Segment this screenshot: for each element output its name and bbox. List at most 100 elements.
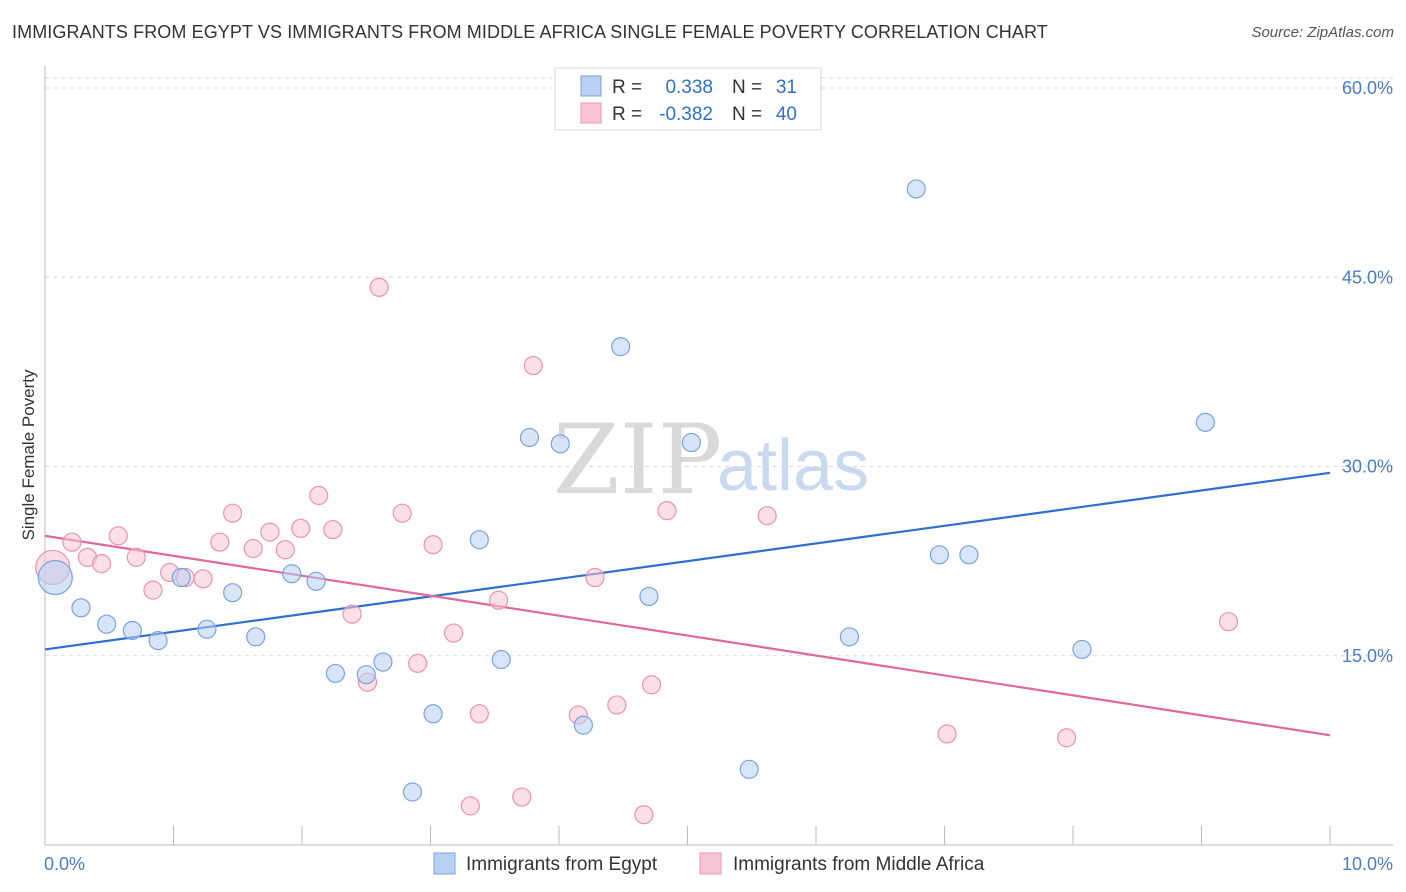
point-egypt-27	[929, 545, 949, 565]
watermark-zip: ZIP	[553, 404, 722, 516]
legend-r-value-egypt: 0.338	[665, 77, 713, 98]
legend-r-label-middle-africa: R =	[612, 104, 642, 125]
point-middle-africa-1	[62, 532, 82, 552]
axes	[44, 66, 1393, 846]
point-egypt-3	[122, 620, 142, 641]
point-middle-africa-3	[91, 554, 112, 574]
point-egypt-6	[197, 619, 217, 639]
gridlines	[45, 77, 1393, 657]
point-egypt-14	[423, 704, 443, 724]
point-egypt-24	[739, 759, 759, 779]
point-middle-africa-13	[260, 522, 280, 542]
legend-swatch-egypt	[580, 75, 602, 97]
point-middle-africa-9	[193, 569, 213, 589]
x-tick-label-1: 10.0%	[1342, 854, 1393, 874]
y-tick-label-1: 30.0%	[1342, 457, 1393, 477]
point-middle-africa-24	[444, 623, 464, 643]
point-egypt-2	[97, 614, 117, 634]
point-middle-africa-25	[469, 704, 489, 724]
y-tick-label-2: 45.0%	[1342, 267, 1393, 287]
point-middle-africa-14	[275, 540, 295, 560]
series-legend-label-middle-africa: Immigrants from Middle Africa	[733, 854, 985, 875]
x-tick-label-0: 0.0%	[44, 854, 85, 874]
legend-swatch-middle-africa	[580, 102, 602, 124]
point-middle-africa-16	[309, 485, 329, 506]
point-middle-africa-37	[937, 724, 957, 744]
point-middle-africa-29	[460, 796, 480, 816]
point-middle-africa-11	[223, 503, 243, 523]
point-egypt-5	[171, 567, 191, 588]
point-middle-africa-22	[408, 653, 428, 673]
point-egypt-18	[519, 427, 540, 448]
point-middle-africa-10	[210, 532, 230, 552]
watermark-atlas: atlas	[717, 426, 869, 506]
point-egypt-12	[356, 665, 376, 685]
legend-n-value-egypt: 31	[776, 77, 797, 98]
point-middle-africa-4	[108, 526, 128, 546]
y-tick-label-0: 15.0%	[1342, 646, 1393, 666]
point-egypt-23	[681, 432, 701, 453]
point-middle-africa-34	[641, 675, 662, 695]
point-middle-africa-27	[512, 787, 532, 807]
point-egypt-13	[373, 652, 393, 672]
series-legend-swatch-egypt	[433, 852, 456, 875]
point-egypt-10	[306, 571, 326, 591]
point-middle-africa-31	[585, 567, 605, 588]
point-middle-africa-15	[291, 518, 311, 538]
point-middle-africa-20	[369, 277, 389, 297]
legend-r-label-egypt: R =	[612, 77, 642, 98]
point-middle-africa-18	[342, 604, 362, 624]
point-egypt-30	[1195, 412, 1215, 432]
point-middle-africa-26	[489, 590, 509, 610]
point-egypt-28	[959, 545, 979, 565]
y-axis-label: Single Female Poverty	[19, 369, 38, 541]
point-egypt-4	[148, 631, 168, 651]
source-label: Source: ZipAtlas.com	[1251, 24, 1394, 41]
trend-line-middle-africa	[44, 534, 1331, 737]
point-middle-africa-6	[143, 580, 163, 600]
point-egypt-29	[1072, 639, 1092, 660]
legend-n-value-middle-africa: 40	[776, 104, 797, 125]
point-middle-africa-17	[323, 519, 343, 540]
point-middle-africa-39	[1218, 612, 1239, 632]
point-middle-africa-35	[657, 501, 677, 521]
watermark: ZIP atlas	[553, 404, 869, 516]
point-egypt-7	[223, 583, 243, 603]
legend-n-label-egypt: N =	[732, 77, 762, 98]
legend-n-label-middle-africa: N =	[732, 104, 762, 125]
point-egypt-22	[639, 586, 659, 607]
point-egypt-25	[839, 627, 860, 647]
trend-lines	[44, 471, 1331, 737]
point-egypt-26	[906, 179, 926, 199]
point-middle-africa-12	[243, 538, 263, 559]
point-egypt-9	[282, 564, 302, 584]
point-egypt-1	[71, 598, 91, 618]
point-middle-africa-21	[392, 503, 412, 523]
point-middle-africa-33	[634, 805, 654, 825]
stats-legend: R = 0.338 N = 31 R = -0.382 N = 40	[554, 67, 822, 131]
data-points	[35, 179, 1239, 825]
point-egypt-17	[491, 649, 511, 670]
chart-title: IMMIGRANTS FROM EGYPT VS IMMIGRANTS FROM…	[12, 22, 1048, 42]
point-egypt-21	[611, 337, 631, 357]
series-legend: Immigrants from Egypt Immigrants from Mi…	[433, 852, 985, 875]
point-middle-africa-36	[757, 506, 777, 526]
point-middle-africa-23	[423, 535, 443, 555]
point-egypt-19	[573, 715, 594, 735]
trend-line-egypt	[44, 471, 1331, 651]
point-middle-africa-38	[1056, 728, 1077, 748]
point-egypt-16	[469, 530, 489, 550]
point-middle-africa-5	[126, 547, 146, 567]
legend-r-value-middle-africa: -0.382	[659, 104, 713, 125]
tick-labels: 15.0% 30.0% 45.0% 60.0% 0.0% 10.0%	[44, 78, 1393, 874]
point-egypt-20	[550, 434, 570, 454]
series-legend-swatch-middle-africa	[699, 852, 722, 875]
point-egypt-11	[325, 663, 346, 684]
point-middle-africa-32	[607, 695, 627, 715]
series-legend-label-egypt: Immigrants from Egypt	[466, 854, 658, 875]
point-egypt-8	[246, 627, 266, 647]
point-middle-africa-28	[523, 355, 543, 376]
y-tick-label-3: 60.0%	[1342, 78, 1393, 98]
point-egypt-0	[37, 559, 73, 596]
